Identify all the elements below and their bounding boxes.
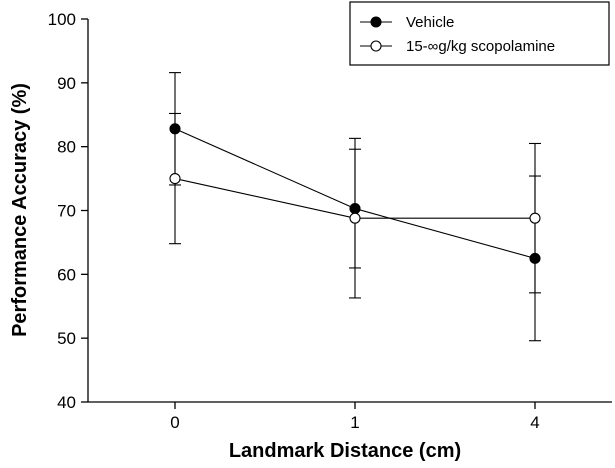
legend: Vehicle 15-∞g/kg scopolamine [349, 1, 610, 66]
data-point [349, 203, 361, 215]
y-tick-label: 90 [57, 74, 76, 93]
x-tick-label: 0 [170, 413, 179, 432]
data-point [169, 173, 181, 185]
x-ticks: 0 1 4 [170, 402, 540, 432]
y-tick-label: 70 [57, 202, 76, 221]
x-tick-label: 4 [530, 413, 539, 432]
data-point [349, 212, 361, 224]
y-tick-label: 80 [57, 138, 76, 157]
y-ticks: 40 50 60 70 80 90 100 [48, 10, 88, 412]
legend-marker-vehicle [370, 16, 382, 28]
y-tick-label: 60 [57, 265, 76, 284]
y-axis-title: Performance Accuracy (%) [9, 83, 31, 337]
legend-box [349, 1, 610, 66]
series-markers-1 [169, 173, 541, 224]
legend-marker-scopolamine [370, 40, 382, 52]
y-tick-label: 40 [57, 393, 76, 412]
data-point [529, 212, 541, 224]
data-point [529, 252, 541, 264]
series-layer [169, 72, 541, 342]
y-tick-label: 50 [57, 329, 76, 348]
y-tick-label: 100 [48, 10, 76, 29]
x-axis-title: Landmark Distance (cm) [229, 440, 461, 462]
x-tick-label: 1 [350, 413, 359, 432]
legend-label-vehicle: Vehicle [406, 14, 454, 31]
legend-label-scopolamine: 15-∞g/kg scopolamine [406, 38, 555, 55]
data-point [169, 123, 181, 135]
